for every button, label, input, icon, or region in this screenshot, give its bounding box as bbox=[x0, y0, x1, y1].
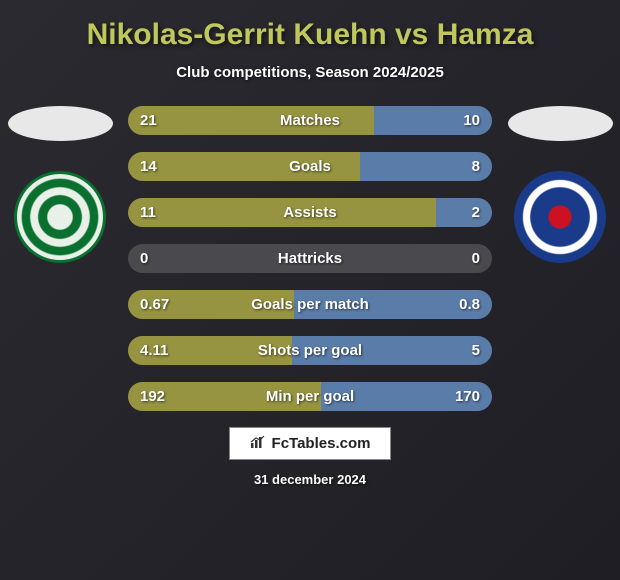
stat-value-left: 0.67 bbox=[140, 296, 169, 313]
bar-fill-left bbox=[128, 198, 436, 227]
stat-value-right: 2 bbox=[472, 204, 480, 221]
stat-row: 0.67 Goals per match 0.8 bbox=[128, 290, 492, 319]
page-subtitle: Club competitions, Season 2024/2025 bbox=[176, 64, 444, 81]
source-logo-text: FcTables.com bbox=[272, 435, 371, 452]
date-label: 31 december 2024 bbox=[254, 472, 366, 487]
stat-row: 21 Matches 10 bbox=[128, 106, 492, 135]
stat-value-left: 4.11 bbox=[140, 342, 168, 359]
stat-value-right: 0.8 bbox=[459, 296, 480, 313]
club-badge-celtic bbox=[14, 171, 106, 263]
stat-row: 11 Assists 2 bbox=[128, 198, 492, 227]
player-avatar-placeholder-right bbox=[508, 106, 613, 141]
stat-value-right: 10 bbox=[463, 112, 480, 129]
stat-row: 4.11 Shots per goal 5 bbox=[128, 336, 492, 365]
right-player-column bbox=[500, 106, 620, 263]
stat-value-left: 21 bbox=[140, 112, 157, 129]
player-avatar-placeholder-left bbox=[8, 106, 113, 141]
stat-label: Hattricks bbox=[278, 250, 342, 267]
stat-value-right: 8 bbox=[472, 158, 480, 175]
stat-value-right: 170 bbox=[455, 388, 480, 405]
left-player-column bbox=[0, 106, 120, 263]
main-area: 21Matches1014Goals811Assists20Hattricks0… bbox=[0, 106, 620, 411]
stat-value-right: 5 bbox=[472, 342, 480, 359]
page-title: Nikolas-Gerrit Kuehn vs Hamza bbox=[87, 18, 534, 52]
stat-row: 0 Hattricks 0 bbox=[128, 244, 492, 273]
stat-value-right: 0 bbox=[472, 250, 480, 267]
stat-label: Assists bbox=[283, 204, 336, 221]
chart-icon bbox=[250, 435, 266, 452]
stat-value-left: 192 bbox=[140, 388, 165, 405]
stat-row: 192 Min per goal 170 bbox=[128, 382, 492, 411]
stat-value-left: 0 bbox=[140, 250, 148, 267]
stat-label: Min per goal bbox=[266, 388, 354, 405]
source-logo: FcTables.com bbox=[229, 427, 392, 460]
bar-fill-right bbox=[436, 198, 492, 227]
club-badge-rangers bbox=[514, 171, 606, 263]
stats-bars-column: 21Matches1014Goals811Assists20Hattricks0… bbox=[120, 106, 500, 411]
stat-value-left: 14 bbox=[140, 158, 157, 175]
comparison-infographic: Nikolas-Gerrit Kuehn vs Hamza Club compe… bbox=[0, 0, 620, 580]
stat-label: Goals per match bbox=[251, 296, 369, 313]
stat-row: 14 Goals 8 bbox=[128, 152, 492, 181]
stat-label: Shots per goal bbox=[258, 342, 362, 359]
stat-label: Matches bbox=[280, 112, 340, 129]
stat-label: Goals bbox=[289, 158, 331, 175]
stat-value-left: 11 bbox=[140, 204, 156, 221]
